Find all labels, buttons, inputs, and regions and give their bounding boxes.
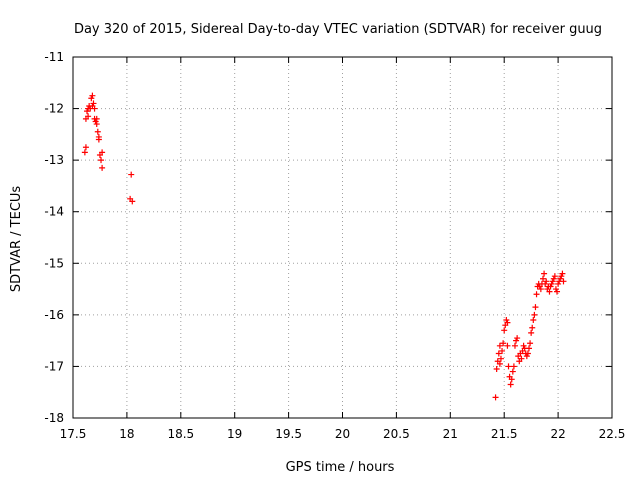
y-axis-label: SDTVAR / TECUs (9, 186, 24, 293)
data-point (511, 342, 518, 349)
data-point (551, 273, 558, 280)
data-point (495, 350, 502, 357)
data-point (497, 355, 504, 362)
data-point (499, 347, 506, 354)
data-point (129, 198, 136, 205)
data-point (543, 278, 550, 285)
data-point (496, 360, 503, 367)
x-tick-label: 21.5 (491, 427, 518, 441)
data-point (518, 355, 525, 362)
data-point (508, 376, 515, 383)
data-point (504, 319, 511, 326)
data-point (546, 288, 553, 295)
y-tick-label: -15 (44, 256, 64, 270)
data-point (524, 350, 531, 357)
data-point (501, 327, 508, 334)
data-point (91, 105, 98, 112)
data-point (505, 363, 512, 370)
y-tick-label: -18 (44, 411, 64, 425)
x-tick-labels: 17.5 18 18.5 19 19.5 20 20.5 21 21.5 22 22.5 (60, 427, 626, 441)
y-tick-label: -14 (44, 205, 64, 219)
data-point (93, 115, 100, 122)
y-tick-label: -16 (44, 308, 64, 322)
x-tick-label: 17.5 (60, 427, 87, 441)
data-point (531, 311, 538, 318)
y-tick-label: -11 (44, 50, 64, 64)
x-tick-label: 21 (443, 427, 458, 441)
x-tick-label: 22 (550, 427, 565, 441)
x-tick-label: 18 (119, 427, 134, 441)
data-point (99, 164, 106, 171)
data-point (496, 342, 503, 349)
axis-ticks (72, 56, 613, 419)
data-point (95, 136, 102, 143)
x-tick-label: 22.5 (599, 427, 626, 441)
data-point (560, 278, 567, 285)
data-point (529, 324, 536, 331)
data-point (85, 113, 92, 120)
data-point (510, 363, 517, 370)
chart-title: Day 320 of 2015, Sidereal Day-to-day VTE… (74, 22, 602, 37)
data-point (94, 128, 101, 135)
data-point (514, 335, 521, 342)
data-point (537, 286, 544, 293)
data-point (533, 291, 540, 298)
data-point (540, 275, 547, 282)
data-point (98, 157, 105, 164)
x-tick-label: 20.5 (383, 427, 410, 441)
x-tick-label: 20 (335, 427, 350, 441)
data-point (530, 317, 537, 324)
data-point (128, 171, 135, 178)
data-point (527, 340, 534, 347)
y-tick-label: -13 (44, 153, 64, 167)
y-tick-labels: -11 -12 -13 -14 -15 -16 -17 -18 (44, 50, 64, 425)
data-point (492, 394, 499, 401)
data-point (509, 368, 516, 375)
grid (73, 57, 612, 418)
data-point (89, 92, 96, 99)
data-point (82, 144, 89, 151)
x-tick-label: 19.5 (275, 427, 302, 441)
x-tick-label: 18.5 (167, 427, 194, 441)
data-point (525, 345, 532, 352)
data-point (93, 121, 100, 128)
data-points (81, 92, 567, 401)
data-point (99, 149, 106, 156)
data-point (528, 329, 535, 336)
data-point (554, 288, 561, 295)
data-point (559, 270, 566, 277)
y-tick-label: -12 (44, 102, 64, 116)
x-axis-label: GPS time / hours (286, 460, 395, 475)
data-point (504, 342, 511, 349)
data-point (90, 100, 97, 107)
data-point (507, 381, 514, 388)
data-point (81, 149, 88, 156)
x-tick-label: 19 (227, 427, 242, 441)
y-tick-label: -17 (44, 359, 64, 373)
data-point (500, 340, 507, 347)
data-point (532, 304, 539, 311)
data-point (541, 270, 548, 277)
data-point (493, 366, 500, 373)
